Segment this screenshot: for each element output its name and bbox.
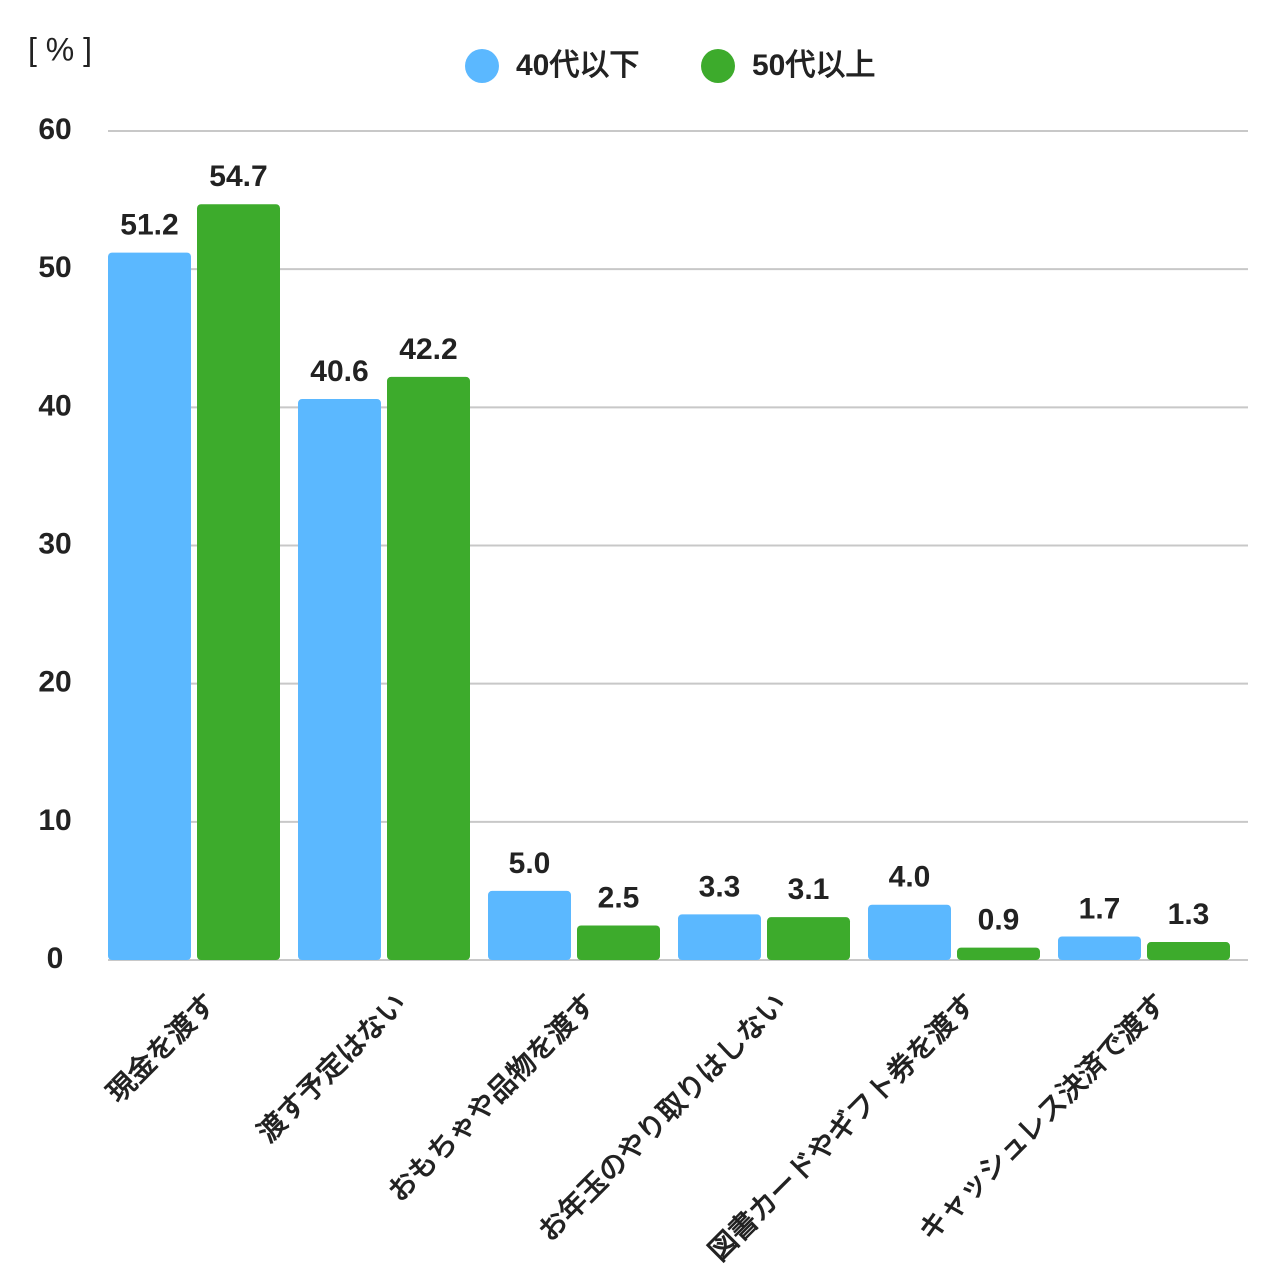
bar bbox=[678, 914, 761, 960]
value-label: 51.2 bbox=[120, 209, 178, 242]
legend-label: 40代以下 bbox=[516, 49, 639, 82]
value-label: 5.0 bbox=[509, 847, 551, 880]
value-label: 4.0 bbox=[889, 861, 931, 894]
y-tick-label: 0 bbox=[47, 942, 64, 975]
bar bbox=[298, 399, 381, 960]
value-label: 42.2 bbox=[399, 333, 457, 366]
bar bbox=[767, 917, 850, 960]
bar bbox=[387, 376, 470, 961]
legend-label: 50代以上 bbox=[752, 49, 875, 82]
y-tick-label: 20 bbox=[38, 666, 71, 699]
bar bbox=[868, 904, 951, 960]
unit-label: [ % ] bbox=[28, 31, 92, 67]
y-tick-label: 30 bbox=[38, 527, 71, 560]
value-label: 2.5 bbox=[598, 881, 640, 914]
bar bbox=[1147, 942, 1230, 960]
value-label: 1.3 bbox=[1168, 898, 1210, 931]
legend-swatch bbox=[701, 49, 735, 83]
bar bbox=[108, 252, 191, 960]
y-tick-label: 60 bbox=[38, 113, 71, 146]
value-label: 1.7 bbox=[1079, 892, 1121, 925]
legend-swatch bbox=[465, 49, 499, 83]
y-tick-label: 10 bbox=[38, 804, 71, 837]
bar bbox=[488, 890, 571, 960]
value-label: 0.9 bbox=[978, 903, 1020, 936]
bar bbox=[577, 925, 660, 960]
bar bbox=[197, 204, 280, 960]
y-tick-label: 50 bbox=[38, 251, 71, 284]
y-tick-label: 40 bbox=[38, 389, 71, 422]
value-label: 40.6 bbox=[310, 355, 368, 388]
value-label: 54.7 bbox=[209, 160, 267, 193]
x-tick-label: 渡す予定はない bbox=[251, 987, 412, 1148]
x-tick-label: 現金を渡す bbox=[100, 987, 222, 1109]
x-tick-label: おもちゃや品物を渡す bbox=[382, 988, 602, 1208]
bar bbox=[957, 947, 1040, 960]
value-label: 3.3 bbox=[699, 870, 741, 903]
value-label: 3.1 bbox=[788, 873, 830, 906]
bar bbox=[1058, 936, 1141, 960]
